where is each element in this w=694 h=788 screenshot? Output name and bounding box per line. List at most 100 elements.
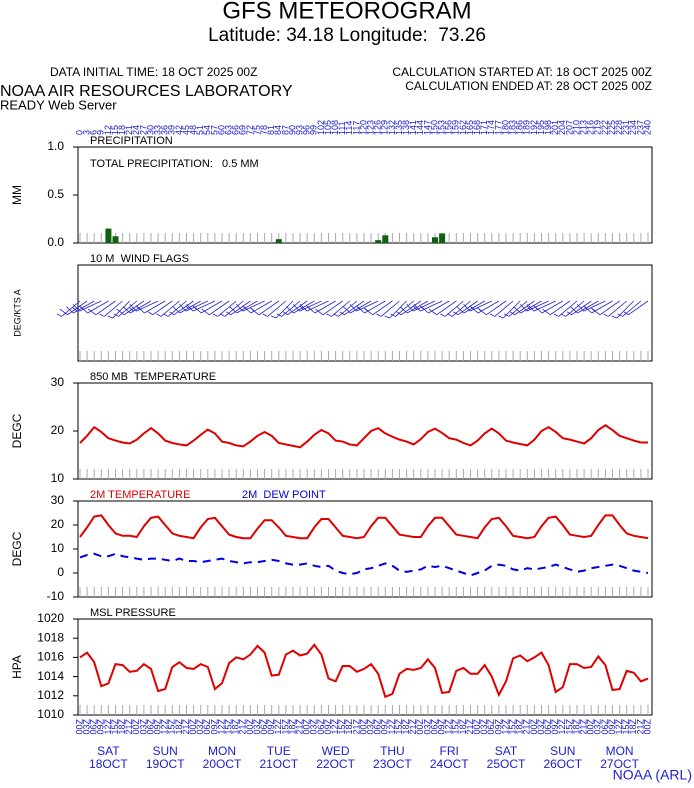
time-label: 06Z bbox=[543, 719, 553, 735]
time-label: 00Z bbox=[245, 719, 255, 735]
wind-barb bbox=[364, 300, 393, 316]
time-label: 12Z bbox=[103, 719, 113, 735]
y-tick-label: 0.5 bbox=[47, 187, 64, 201]
panel-title: PRECIPITATION bbox=[90, 135, 173, 147]
hour-label: 33 bbox=[152, 125, 162, 135]
time-label: 06Z bbox=[316, 719, 326, 735]
time-label: 09Z bbox=[96, 719, 106, 735]
wind-barb bbox=[169, 300, 194, 316]
day-date: 27OCT bbox=[600, 757, 639, 771]
day-weekday: MON bbox=[606, 744, 634, 758]
time-label: 15Z bbox=[110, 719, 120, 735]
time-label: 06Z bbox=[259, 719, 269, 735]
hour-label: 69 bbox=[238, 125, 248, 135]
time-label: 15Z bbox=[337, 719, 347, 735]
hour-label: 219 bbox=[593, 120, 603, 135]
wind-barb bbox=[286, 300, 315, 314]
time-label: 03Z bbox=[593, 719, 603, 735]
wind-barb bbox=[349, 300, 379, 312]
hour-label: 27 bbox=[138, 125, 148, 135]
time-label: 21Z bbox=[294, 719, 304, 735]
hour-label: 195 bbox=[536, 120, 546, 135]
y-axis-label: HPA bbox=[10, 655, 24, 679]
hour-label: 201 bbox=[550, 120, 560, 135]
legend-entry: 2M TEMPERATURE bbox=[90, 489, 190, 501]
y-axis-label: DEGC bbox=[10, 531, 24, 566]
time-label: 03Z bbox=[365, 719, 375, 735]
time-label: 03Z bbox=[252, 719, 262, 735]
series-line bbox=[79, 552, 649, 577]
wind-barb bbox=[576, 300, 606, 312]
hour-label: 102 bbox=[316, 120, 326, 135]
precip-bar bbox=[382, 235, 389, 243]
hour-label: 144 bbox=[415, 120, 425, 135]
wind-barb bbox=[72, 300, 102, 312]
time-label: 09Z bbox=[152, 719, 162, 735]
time-label: 18Z bbox=[344, 719, 354, 735]
time-label: 03Z bbox=[479, 719, 489, 735]
hour-label: 207 bbox=[564, 120, 574, 135]
hour-label: 75 bbox=[252, 125, 262, 135]
time-label: 09Z bbox=[493, 719, 503, 735]
time-label: 00Z bbox=[131, 719, 141, 735]
hour-label: 39 bbox=[167, 125, 177, 135]
hour-label: 117 bbox=[351, 121, 361, 135]
y-tick-label: 1010 bbox=[37, 707, 64, 721]
hour-label: 135 bbox=[394, 120, 404, 135]
time-label: 15Z bbox=[507, 719, 517, 735]
day-weekday: SAT bbox=[97, 744, 120, 758]
wind-barb bbox=[129, 300, 159, 312]
time-label: 21Z bbox=[465, 719, 475, 735]
wind-barb bbox=[339, 300, 365, 316]
hour-label: 54 bbox=[202, 125, 212, 135]
time-label: 00Z bbox=[74, 719, 84, 735]
hour-label: 213 bbox=[578, 120, 588, 135]
wind-barb bbox=[560, 300, 585, 317]
time-label: 12Z bbox=[387, 719, 397, 735]
hour-label: 165 bbox=[465, 120, 475, 135]
wind-barb bbox=[59, 300, 88, 316]
time-label: 18Z bbox=[231, 719, 241, 735]
hour-label: 180 bbox=[500, 120, 510, 135]
time-label: 06Z bbox=[145, 719, 155, 735]
y-tick-label: 30 bbox=[51, 375, 65, 389]
y-tick-label: 30 bbox=[51, 493, 65, 507]
calc-ended: CALCULATION ENDED AT: 28 OCT 2025 00Z bbox=[405, 79, 652, 93]
time-label: 18Z bbox=[117, 719, 127, 735]
time-label: 03Z bbox=[536, 719, 546, 735]
time-label: 21Z bbox=[522, 719, 532, 735]
wind-barb bbox=[399, 300, 429, 314]
day-weekday: SAT bbox=[495, 744, 518, 758]
precip-bar bbox=[112, 236, 119, 243]
hour-label: 222 bbox=[600, 120, 610, 135]
hour-label: 90 bbox=[287, 125, 297, 135]
y-axis-label: MM bbox=[10, 185, 24, 205]
hour-label: 51 bbox=[195, 125, 205, 135]
time-label: 06Z bbox=[429, 719, 439, 735]
subtitle: Latitude: 34.18 Longitude: 73.26 bbox=[208, 25, 486, 46]
hour-label: 120 bbox=[358, 120, 368, 135]
day-weekday: SUN bbox=[153, 744, 178, 758]
day-date: 19OCT bbox=[146, 757, 185, 771]
time-label: 09Z bbox=[209, 719, 219, 735]
y-tick-label: 1.0 bbox=[47, 139, 64, 153]
wind-barb bbox=[137, 300, 166, 314]
wind-barb bbox=[428, 300, 457, 316]
wind-barb bbox=[333, 300, 358, 317]
hour-label: 183 bbox=[507, 120, 517, 135]
wind-barb bbox=[489, 300, 514, 317]
hour-label: 168 bbox=[472, 120, 482, 135]
panel-frame bbox=[77, 500, 653, 598]
hour-label: 210 bbox=[571, 120, 581, 135]
wind-barb bbox=[172, 300, 201, 314]
series-line bbox=[79, 514, 649, 540]
hour-label: 159 bbox=[451, 120, 461, 135]
hour-label: 240 bbox=[642, 120, 652, 135]
wind-barb bbox=[262, 300, 287, 317]
time-label: 18Z bbox=[628, 719, 638, 735]
time-label: 06Z bbox=[486, 719, 496, 735]
time-label: 09Z bbox=[266, 719, 276, 735]
wind-barb bbox=[251, 300, 280, 316]
wind-barb bbox=[456, 300, 485, 314]
